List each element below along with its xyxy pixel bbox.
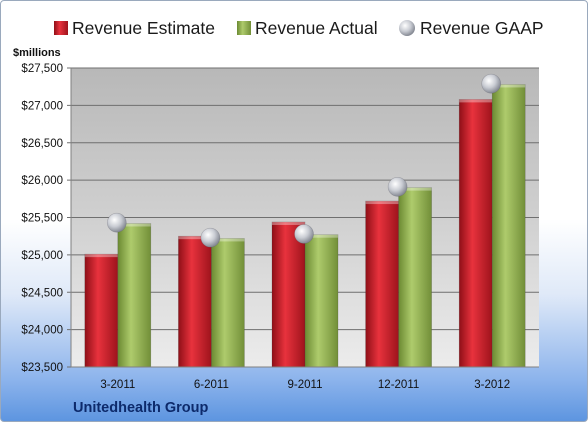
company-name: Unitedhealth Group <box>73 400 208 416</box>
legend: Revenue Estimate Revenue Actual Revenue … <box>54 18 544 38</box>
bar-top-highlight <box>492 84 526 88</box>
y-tick-label: $24,000 <box>21 325 63 337</box>
bar-revenue-actual[interactable] <box>117 223 152 368</box>
legend-label-estimate: Revenue Estimate <box>72 18 215 38</box>
y-axis-labels: $23,500 $24,000 $24,500 $25,000 $25,500 $26,0… <box>21 63 63 374</box>
x-axis-labels: 3-2011 6-2011 9-2011 12-2011 3-2012 <box>100 379 510 391</box>
marker-revenue-gaap[interactable] <box>200 227 221 248</box>
bar-revenue-estimate[interactable] <box>271 221 306 368</box>
marker-revenue-gaap[interactable] <box>481 73 502 94</box>
bar-top-highlight <box>178 236 212 240</box>
y-tick-label: $25,500 <box>21 213 63 225</box>
marker-revenue-gaap[interactable] <box>294 224 314 244</box>
y-tick-label: $26,500 <box>21 138 63 150</box>
legend-label-actual: Revenue Actual <box>255 18 378 38</box>
y-axis-unit: $millions <box>13 47 61 59</box>
y-tick-label: $23,500 <box>21 362 63 374</box>
marker-revenue-gaap[interactable] <box>387 177 408 197</box>
y-tick-label: $27,500 <box>21 63 63 75</box>
legend-marker-gaap <box>399 20 415 36</box>
gaap-markers <box>107 73 502 248</box>
bar-top-highlight <box>365 201 399 205</box>
x-tick-label: 3-2012 <box>474 379 510 391</box>
bar-top-highlight <box>272 221 305 225</box>
bar-revenue-estimate[interactable] <box>178 235 212 368</box>
legend-label-gaap: Revenue GAAP <box>420 18 544 38</box>
marker-revenue-gaap[interactable] <box>107 212 127 233</box>
legend-swatch-actual <box>237 21 251 35</box>
bars <box>84 84 526 368</box>
bar-top-highlight <box>211 238 245 242</box>
bar-revenue-actual[interactable] <box>211 238 245 368</box>
bar-top-highlight <box>305 234 338 238</box>
bar-revenue-estimate[interactable] <box>365 200 399 368</box>
legend-swatch-estimate <box>54 21 68 35</box>
bar-revenue-actual[interactable] <box>398 187 432 368</box>
bar-top-highlight <box>117 223 151 227</box>
y-tick-label: $24,500 <box>21 287 63 299</box>
bar-revenue-actual[interactable] <box>491 84 526 368</box>
bar-top-highlight <box>398 187 432 191</box>
y-tick-label: $25,000 <box>21 250 63 262</box>
bar-revenue-actual[interactable] <box>304 234 339 368</box>
x-tick-label: 6-2011 <box>194 379 229 391</box>
bar-revenue-estimate[interactable] <box>84 253 119 368</box>
x-tick-label: 3-2011 <box>100 379 135 391</box>
bar-top-highlight <box>84 254 118 258</box>
legend-item-actual[interactable]: Revenue Actual <box>237 18 378 38</box>
legend-item-estimate[interactable]: Revenue Estimate <box>54 18 215 38</box>
bar-top-highlight <box>459 99 493 103</box>
x-tick-label: 12-2011 <box>378 379 419 391</box>
y-tick-label: $27,000 <box>21 100 63 112</box>
bar-revenue-estimate[interactable] <box>458 99 493 368</box>
y-tick-label: $26,000 <box>21 175 63 187</box>
legend-item-gaap[interactable]: Revenue GAAP <box>399 18 544 38</box>
x-tick-label: 9-2011 <box>288 379 323 391</box>
